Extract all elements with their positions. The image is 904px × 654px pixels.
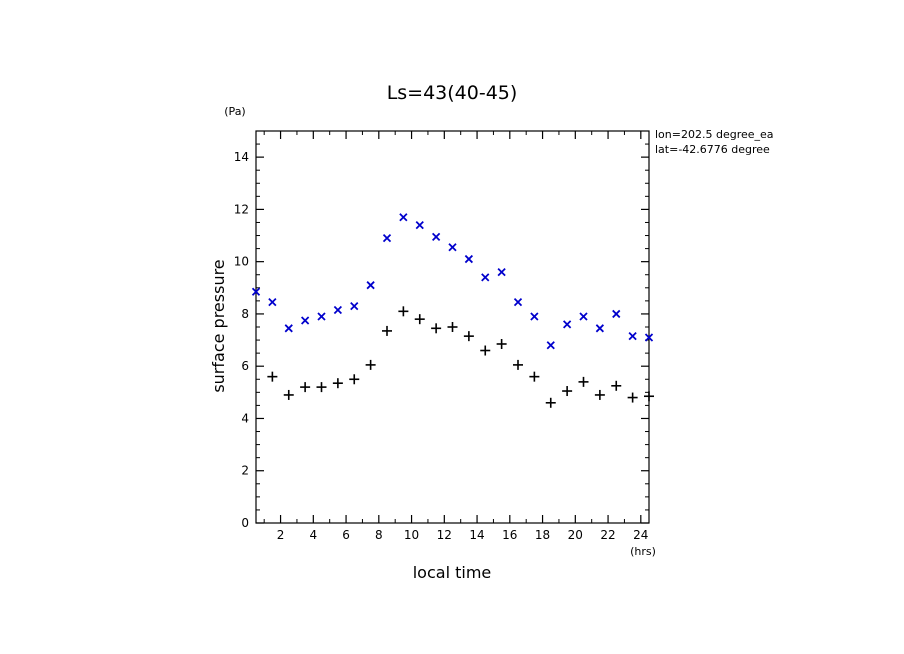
- plus-point: [283, 389, 294, 400]
- cross-point: [628, 332, 637, 341]
- y-tick-label: 4: [241, 411, 249, 425]
- x-tick-label: 14: [469, 528, 484, 542]
- plus-point: [496, 338, 507, 349]
- cross-point: [399, 213, 408, 222]
- y-tick-label: 2: [241, 464, 249, 478]
- plus-point: [480, 345, 491, 356]
- y-tick-label: 14: [234, 150, 249, 164]
- cross-point: [612, 309, 621, 319]
- plus-point: [431, 323, 442, 334]
- cross-point: [497, 267, 506, 277]
- cross-point: [251, 287, 261, 296]
- cross-point: [431, 232, 441, 241]
- cross-point: [300, 316, 310, 325]
- cross-point: [350, 301, 359, 311]
- cross-point: [562, 320, 572, 329]
- x-tick-label: 6: [342, 528, 350, 542]
- cross-point: [464, 254, 474, 264]
- plus-point: [545, 397, 556, 408]
- cross-point: [333, 305, 343, 315]
- cross-point: [579, 312, 588, 321]
- cross-point: [448, 243, 457, 252]
- plus-point: [463, 331, 474, 342]
- cross-point: [317, 312, 326, 321]
- plus-point: [267, 371, 278, 382]
- plus-point: [332, 378, 343, 389]
- cross-point: [595, 324, 605, 333]
- plus-point: [644, 391, 654, 402]
- x-tick-label: 2: [277, 528, 285, 542]
- x-tick-label: 10: [404, 528, 419, 542]
- y-tick-label: 12: [234, 202, 249, 216]
- plus-point: [316, 382, 327, 393]
- cross-point: [530, 312, 539, 321]
- y-unit-label: (Pa): [224, 105, 245, 118]
- x-tick-label: 12: [437, 528, 452, 542]
- plus-point: [447, 322, 458, 332]
- annotation-lon: lon=202.5 degree_ea: [655, 128, 774, 141]
- plus-point: [611, 380, 622, 391]
- cross-point: [366, 281, 375, 290]
- plus-point: [594, 389, 605, 400]
- cross-point: [415, 220, 424, 230]
- cross-point: [284, 324, 293, 333]
- x-unit-label: (hrs): [630, 545, 656, 558]
- y-tick-label: 6: [241, 359, 249, 373]
- plus-point: [300, 382, 311, 393]
- data-marks: [251, 213, 654, 408]
- plus-point: [414, 314, 425, 325]
- plus-point: [349, 374, 360, 385]
- plus-point: [398, 306, 409, 317]
- cross-point: [481, 273, 490, 282]
- x-tick-label: 18: [535, 528, 550, 542]
- x-tick-label: 22: [600, 528, 615, 542]
- y-axis-label: surface pressure: [209, 259, 228, 392]
- cross-point: [382, 234, 392, 243]
- cross-point: [546, 341, 555, 350]
- plus-point: [513, 359, 523, 370]
- x-tick-label: 20: [568, 528, 583, 542]
- annotation-lat: lat=-42.6776 degree: [655, 143, 770, 156]
- y-tick-label: 8: [241, 307, 249, 321]
- y-tick-label: 0: [241, 516, 249, 530]
- x-tick-label: 4: [309, 528, 317, 542]
- cross-point: [644, 333, 654, 342]
- x-tick-label: 24: [633, 528, 648, 542]
- x-tick-label: 8: [375, 528, 383, 542]
- x-tick-label: 16: [502, 528, 517, 542]
- plus-point: [382, 325, 392, 336]
- plus-point: [578, 376, 589, 387]
- plus-point: [365, 359, 376, 370]
- cross-point: [268, 298, 277, 307]
- plus-point: [562, 386, 573, 397]
- plus-point: [627, 392, 638, 403]
- plus-point: [529, 371, 540, 382]
- chart-title: Ls=43(40-45): [387, 82, 518, 104]
- cross-point: [513, 298, 523, 307]
- y-tick-label: 10: [234, 255, 249, 269]
- x-axis-label: local time: [413, 563, 492, 582]
